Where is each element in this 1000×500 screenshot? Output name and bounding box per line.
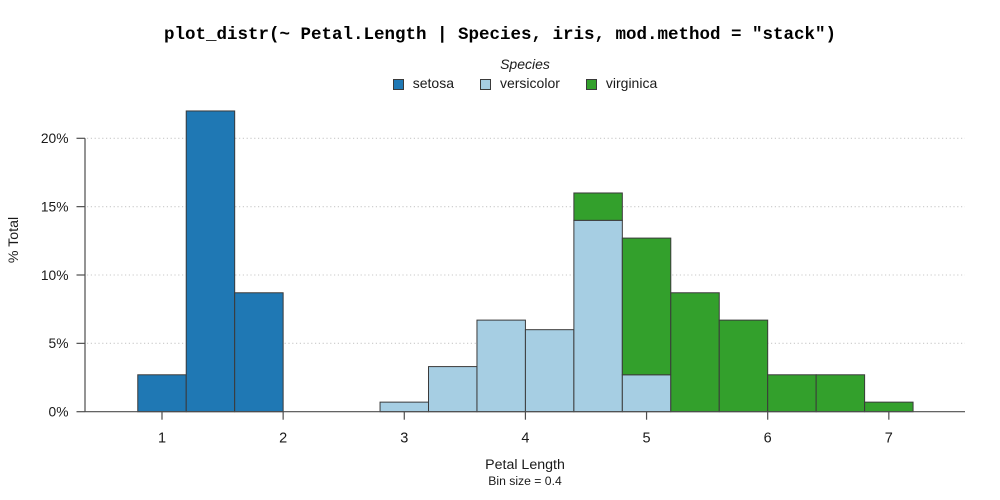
bar-virginica [621, 237, 672, 376]
y-tick-label: 15% [41, 199, 69, 214]
legend-row: setosa versicolor virginica [380, 75, 671, 92]
legend-swatch-virginica [585, 78, 597, 90]
x-tick-labels: 1 2 3 4 5 6 7 [158, 431, 893, 447]
x-tick-label: 1 [158, 431, 166, 447]
y-tick-label: 5% [49, 336, 69, 351]
legend-label-versicolor: versicolor [499, 75, 560, 92]
bar-virginica [767, 374, 817, 413]
x-tick-label: 7 [885, 431, 893, 447]
y-tick-labels: 0% 5% 10% 15% 20% [41, 131, 69, 419]
bar-setosa [137, 374, 187, 413]
y-tick-label: 10% [41, 268, 69, 283]
plot-title: plot_distr(~ Petal.Length | Species, iri… [163, 25, 837, 45]
bar-setosa [185, 110, 236, 413]
histogram-bars [137, 110, 914, 413]
bar-virginica [718, 319, 769, 413]
x-tick-label: 2 [279, 431, 287, 447]
bin-size-label: Bin size = 0.4 [488, 474, 562, 488]
legend: Species setosa versicolor virginica [85, 56, 965, 92]
x-tick-label: 5 [643, 431, 651, 447]
bar-virginica [573, 192, 623, 221]
x-tick-label: 3 [400, 431, 408, 447]
legend-swatch-versicolor [479, 78, 491, 90]
bar-virginica [864, 401, 914, 413]
bar-setosa [234, 292, 284, 413]
bar-versicolor [573, 219, 623, 413]
x-tick-label: 4 [521, 431, 529, 447]
bar-versicolor [428, 366, 478, 413]
legend-item-setosa: setosa [392, 75, 454, 92]
y-axis-title: % Total [6, 217, 22, 263]
bar-versicolor [379, 401, 430, 413]
x-tick-label: 6 [764, 431, 772, 447]
bar-versicolor [476, 319, 526, 413]
bar-virginica [670, 292, 720, 413]
bar-virginica [815, 374, 866, 413]
bar-versicolor [621, 374, 672, 413]
x-axis-title: Petal Length [485, 457, 565, 473]
axes [76, 137, 965, 420]
legend-label-setosa: setosa [412, 75, 454, 92]
legend-title: Species [500, 56, 550, 72]
legend-item-virginica: virginica [585, 75, 658, 92]
y-tick-label: 0% [49, 405, 69, 420]
legend-swatch-setosa [392, 78, 404, 90]
bar-versicolor [524, 329, 575, 413]
y-tick-label: 20% [41, 131, 69, 146]
legend-item-versicolor: versicolor [479, 75, 560, 92]
legend-label-virginica: virginica [605, 75, 658, 92]
